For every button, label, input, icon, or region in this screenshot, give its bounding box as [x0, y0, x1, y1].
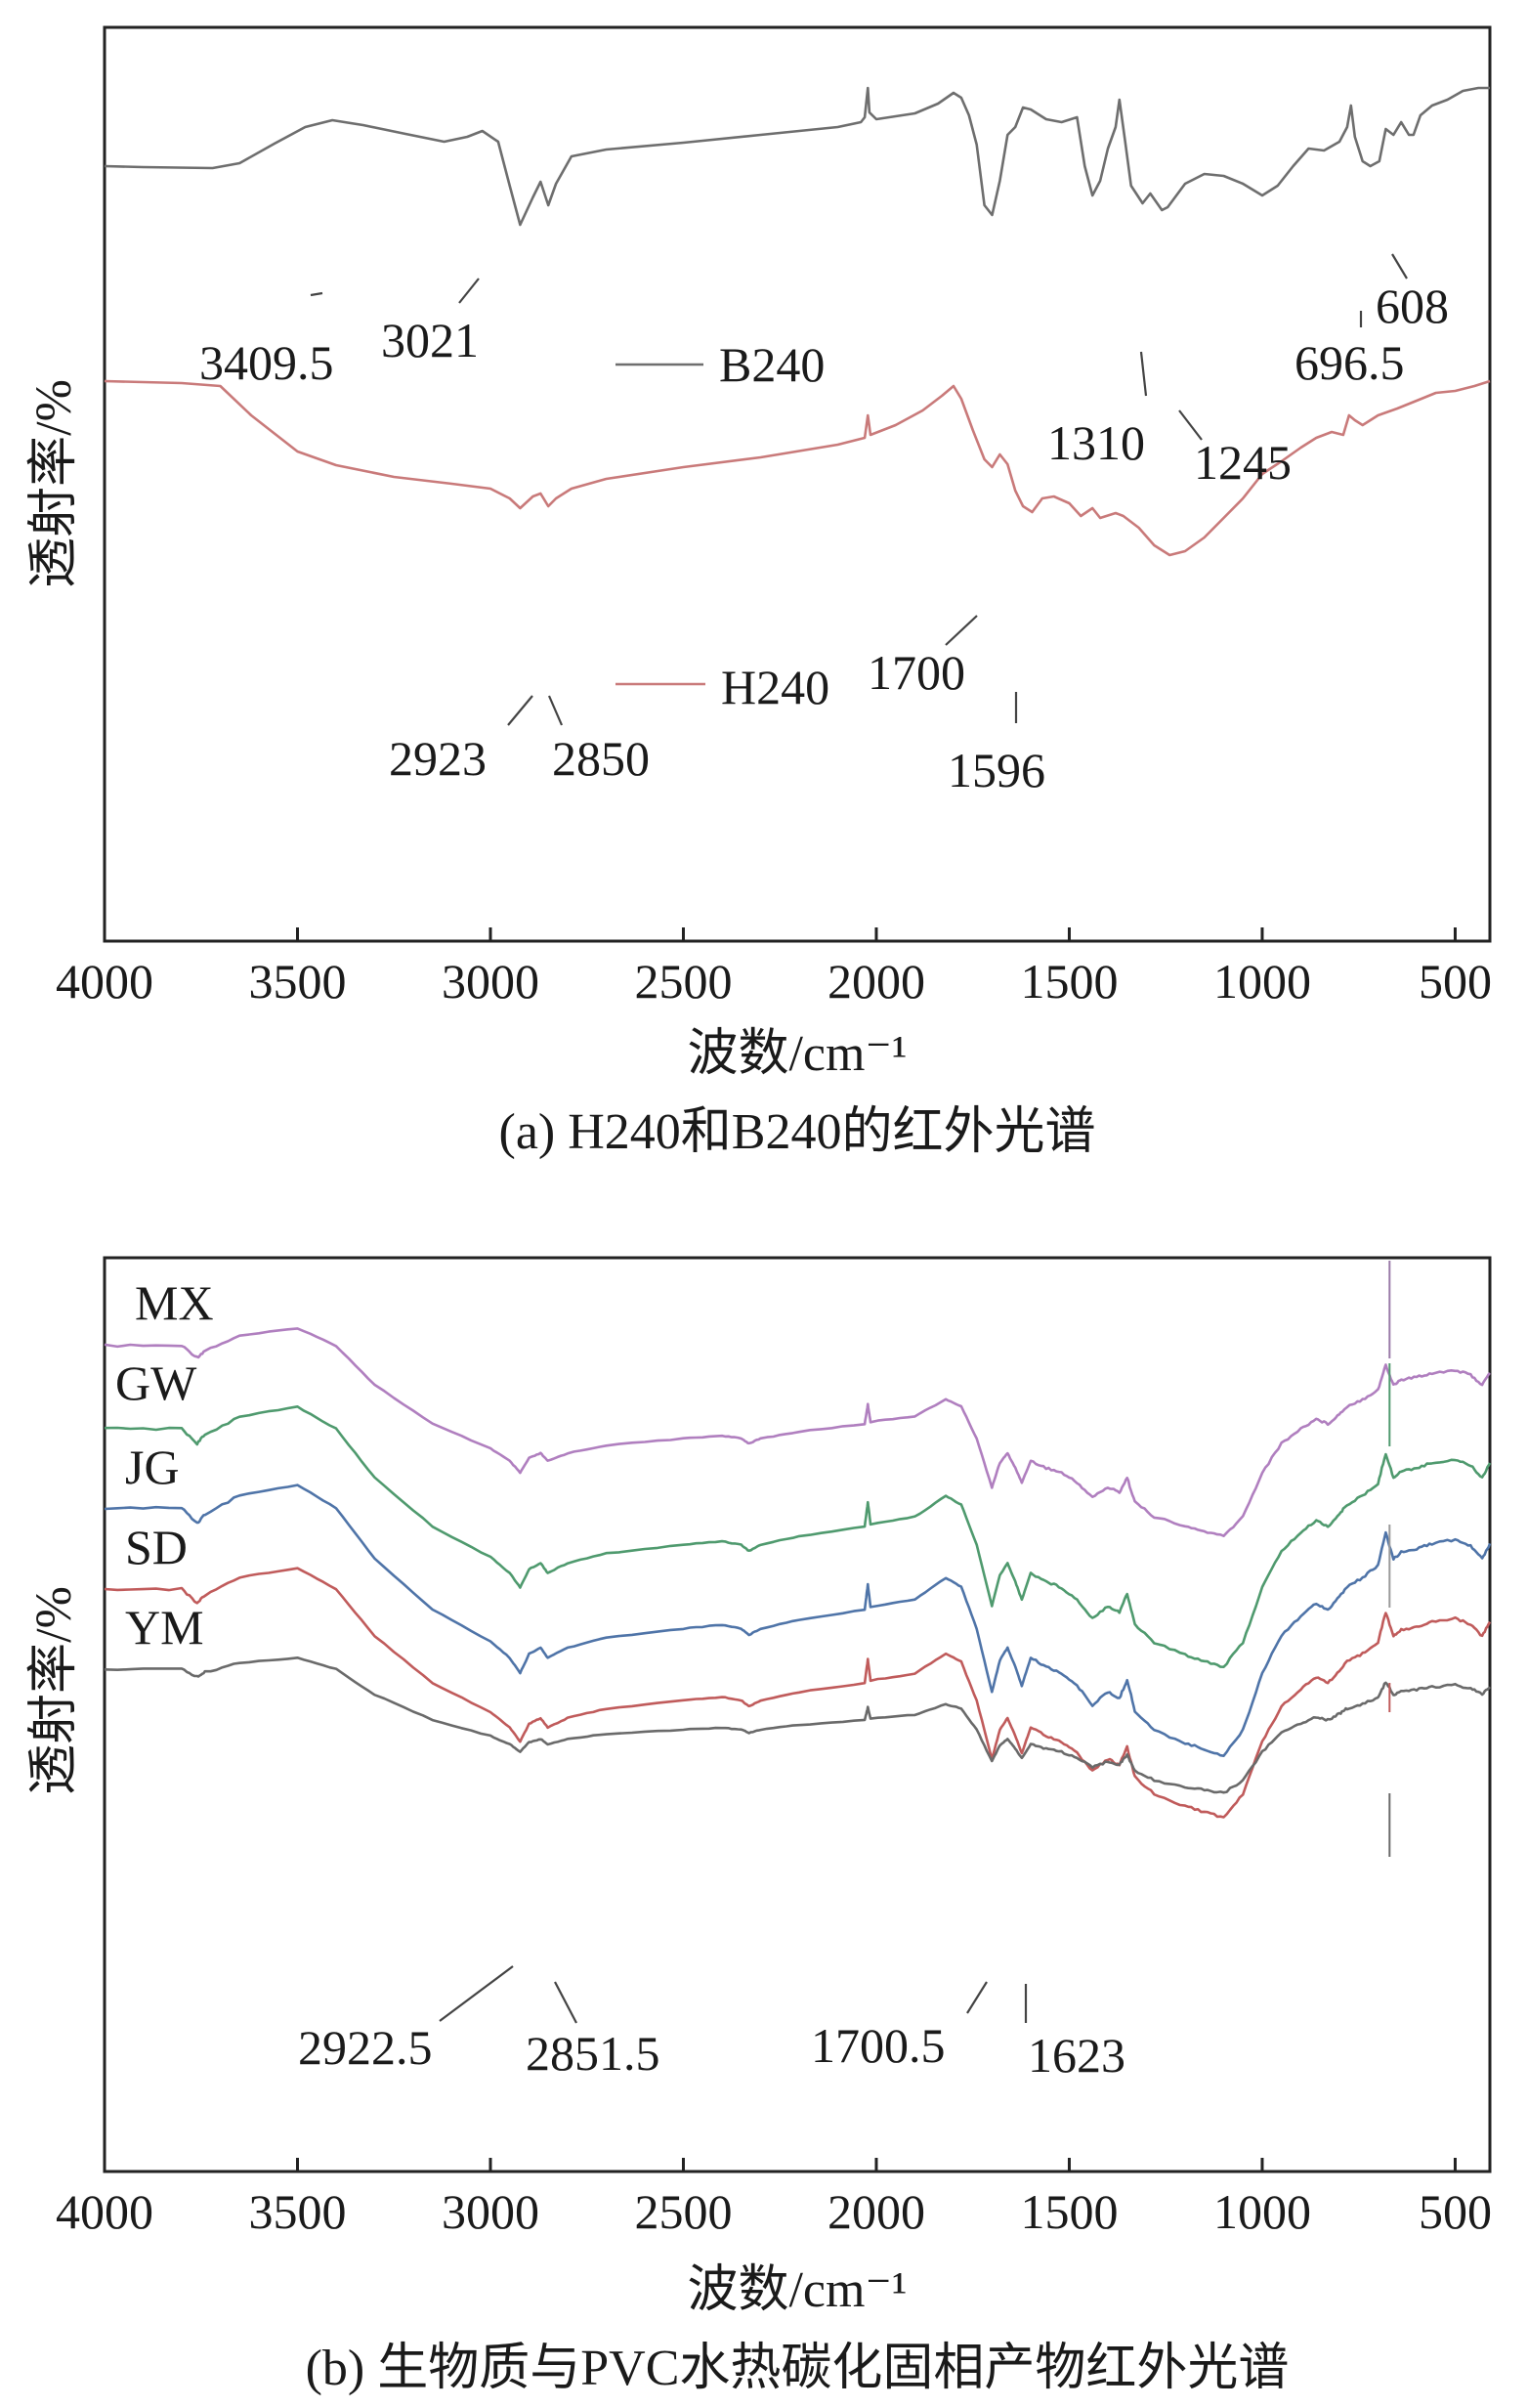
series-label-jg: JG — [125, 1440, 180, 1494]
leader-608 — [1391, 253, 1408, 280]
peak-label-1596: 1596 — [948, 743, 1045, 797]
panel-b: 4000 3500 3000 2500 2000 1500 1000 500 MX GW JG SD… — [26, 1256, 1492, 2396]
legend-a: B240 H240 — [615, 337, 829, 714]
series-label-mx: MX — [135, 1275, 214, 1330]
series-label-gw: GW — [115, 1355, 197, 1410]
leader-3409 — [310, 291, 323, 297]
peak-label-3409: 3409.5 — [199, 335, 334, 390]
x-ticks-b — [103, 2158, 1457, 2172]
peak-label-2851: 2851.5 — [526, 2026, 660, 2081]
peak-label-1700: 1700 — [868, 645, 965, 700]
peak-label-1245: 1245 — [1194, 435, 1292, 490]
y-axis-label-b: 透射率/% — [26, 1586, 82, 1795]
plot-frame-b — [103, 1256, 1492, 2173]
series-h240 — [104, 379, 1491, 557]
x-tick-label-4000: 4000 — [56, 2184, 153, 2239]
peak-label-3021: 3021 — [381, 313, 479, 367]
peak-label-2923: 2923 — [389, 731, 487, 786]
legend-label-b240: B240 — [719, 337, 825, 392]
series-labels-b: MX GW JG SD YM — [115, 1275, 214, 1655]
x-tick-label-1500: 1500 — [1020, 954, 1118, 1009]
panel-a: 4000 3500 3000 2500 2000 1500 1000 500 B240 H24… — [26, 25, 1492, 1160]
x-tick-labels-b: 4000 3500 3000 2500 2000 1500 1000 500 — [56, 2184, 1492, 2239]
leader-1700 — [966, 1981, 988, 2014]
series-jg — [104, 1484, 1492, 1757]
peak-label-608: 608 — [1376, 279, 1449, 333]
x-tick-label-500: 500 — [1419, 954, 1492, 1009]
x-tick-label-3500: 3500 — [248, 954, 346, 1009]
x-tick-label-3000: 3000 — [442, 954, 539, 1009]
x-tick-label-1000: 1000 — [1213, 954, 1311, 1009]
peak-label-1623: 1623 — [1028, 2028, 1125, 2083]
peak-annotations-a: 3409.5 3021 1310 1245 696.5 608 1700 292… — [199, 253, 1449, 797]
x-tick-label-1000: 1000 — [1213, 2184, 1311, 2239]
x-tick-label-2000: 2000 — [828, 2184, 925, 2239]
x-axis-label-a: 波数/cm⁻¹ — [687, 1026, 907, 1082]
x-axis-label-b: 波数/cm⁻¹ — [687, 2262, 907, 2318]
x-tick-label-2500: 2500 — [634, 2184, 732, 2239]
leader-1310 — [1139, 351, 1148, 397]
x-tick-label-3500: 3500 — [248, 2184, 346, 2239]
x-tick-labels-a: 4000 3500 3000 2500 2000 1500 1000 500 — [56, 954, 1492, 1009]
legend-label-h240: H240 — [721, 660, 829, 714]
leader-2851 — [554, 1981, 577, 2024]
x-tick-label-2500: 2500 — [634, 954, 732, 1009]
peak-label-1700b: 1700.5 — [811, 2018, 946, 2073]
peak-label-2850: 2850 — [552, 731, 650, 786]
leader-2922 — [439, 1965, 514, 2022]
leader-2923 — [507, 695, 533, 726]
y-axis-label-a: 透射率/% — [26, 379, 82, 588]
series-label-sd: SD — [125, 1520, 188, 1574]
leader-3021 — [458, 278, 480, 304]
series-label-ym: YM — [125, 1600, 204, 1655]
peak-label-2922: 2922.5 — [298, 2020, 433, 2075]
x-tick-label-500: 500 — [1419, 2184, 1492, 2239]
leader-1700 — [945, 615, 978, 646]
peak-label-1310: 1310 — [1047, 415, 1145, 470]
series-group-b — [104, 1261, 1492, 1857]
series-mx — [104, 1327, 1491, 1537]
caption-b: (b) 生物质与PVC水热碳化固相产物红外光谱 — [306, 2341, 1290, 2396]
series-b240 — [104, 86, 1490, 227]
caption-a: (a) H240和B240的红外光谱 — [499, 1104, 1096, 1160]
peak-label-696: 696.5 — [1295, 335, 1405, 390]
x-tick-label-3000: 3000 — [442, 2184, 539, 2239]
plot-frame-a — [103, 25, 1492, 943]
series-gw — [104, 1405, 1492, 1668]
x-ticks-a — [103, 927, 1457, 941]
x-tick-label-2000: 2000 — [828, 954, 925, 1009]
x-tick-label-4000: 4000 — [56, 954, 153, 1009]
leader-2850 — [547, 695, 564, 726]
series-group-a — [104, 86, 1491, 557]
leader-1245 — [1178, 409, 1203, 441]
series-sd — [104, 1567, 1492, 1819]
peak-annotations-b: 2922.5 2851.5 1700.5 1623 — [298, 1965, 1125, 2083]
x-tick-label-1500: 1500 — [1020, 2184, 1118, 2239]
series-ym — [104, 1656, 1491, 1794]
